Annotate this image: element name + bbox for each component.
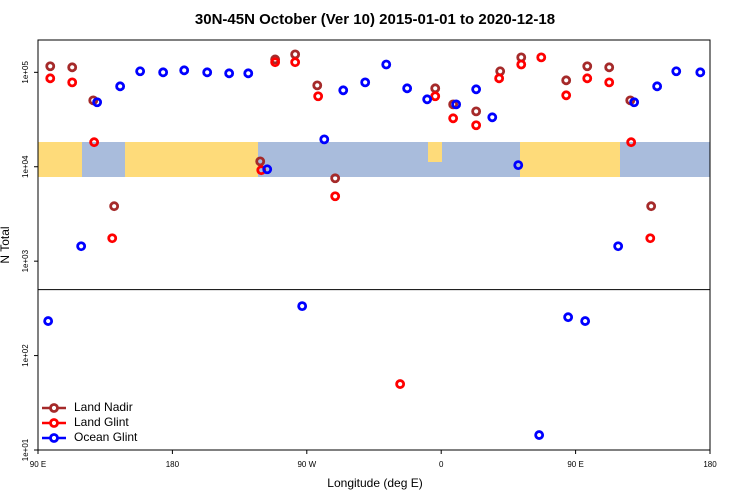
map-land (520, 142, 620, 177)
legend-marker (49, 418, 59, 428)
point (360, 77, 371, 88)
point (89, 137, 100, 148)
point (243, 68, 254, 79)
point (262, 164, 273, 175)
point (115, 81, 126, 92)
legend-label: Land Nadir (74, 400, 133, 414)
point (312, 80, 323, 91)
point (158, 67, 169, 78)
point (604, 77, 615, 88)
point (224, 68, 235, 79)
point (338, 85, 349, 96)
point (45, 61, 56, 72)
map-land (428, 142, 442, 162)
point (109, 201, 120, 212)
point (471, 84, 482, 95)
y-tick-label: 1e+05 (21, 61, 30, 84)
legend-label: Land Glint (74, 415, 129, 429)
point (422, 94, 433, 105)
legend-marker (49, 433, 59, 443)
point (534, 430, 545, 440)
point (92, 97, 103, 108)
point (582, 73, 593, 84)
legend-marker (49, 403, 59, 413)
y-tick-label: 1e+01 (21, 438, 30, 461)
point (270, 57, 281, 68)
point (297, 301, 308, 312)
x-tick-label: 90 E (30, 460, 46, 469)
point (671, 66, 682, 77)
point (381, 59, 392, 70)
point (67, 62, 78, 73)
point (561, 90, 572, 101)
point (330, 191, 341, 202)
point (494, 73, 505, 84)
point (330, 173, 341, 184)
point (43, 316, 54, 326)
x-tick-label: 90 E (567, 460, 583, 469)
point (402, 83, 413, 94)
x-tick-label: 90 W (297, 460, 316, 469)
x-tick-label: 180 (166, 460, 180, 469)
point (471, 106, 482, 117)
map-land (125, 142, 258, 177)
point (645, 233, 656, 244)
point (179, 65, 190, 76)
chart-title: 30N-45N October (Ver 10) 2015-01-01 to 2… (195, 11, 555, 28)
x-tick-label: 180 (703, 460, 717, 469)
point (536, 52, 547, 63)
point (613, 241, 624, 252)
point (563, 312, 574, 323)
point (430, 91, 441, 102)
point (513, 160, 524, 171)
map-band (38, 142, 710, 177)
plot-frame (37, 39, 711, 451)
point (448, 113, 459, 124)
point (604, 62, 615, 73)
point (76, 241, 87, 252)
point (67, 77, 78, 88)
y-tick-label: 1e+02 (21, 344, 30, 367)
map-land (38, 142, 82, 177)
point (629, 97, 640, 108)
point (45, 73, 56, 84)
point (580, 316, 591, 326)
point (652, 81, 663, 92)
point (646, 201, 657, 212)
point (471, 120, 482, 131)
point (202, 67, 213, 78)
legend-label: Ocean Glint (74, 430, 138, 444)
point (255, 156, 266, 167)
x-tick-label: 0 (439, 460, 444, 469)
point (290, 49, 301, 60)
point (695, 67, 706, 78)
point (451, 99, 462, 110)
y-axis-label: N Total (0, 226, 12, 263)
point (626, 137, 637, 148)
y-tick-label: 1e+04 (21, 155, 30, 178)
point (487, 112, 498, 123)
point (582, 61, 593, 72)
x-axis-label: Longitude (deg E) (327, 476, 422, 490)
point (561, 75, 572, 86)
point (430, 83, 441, 94)
y-tick-label: 1e+03 (21, 249, 30, 272)
point (290, 57, 301, 68)
point (319, 134, 330, 145)
point (107, 233, 118, 244)
point (395, 379, 406, 389)
point (516, 59, 527, 70)
point (135, 66, 146, 77)
point (313, 91, 324, 102)
